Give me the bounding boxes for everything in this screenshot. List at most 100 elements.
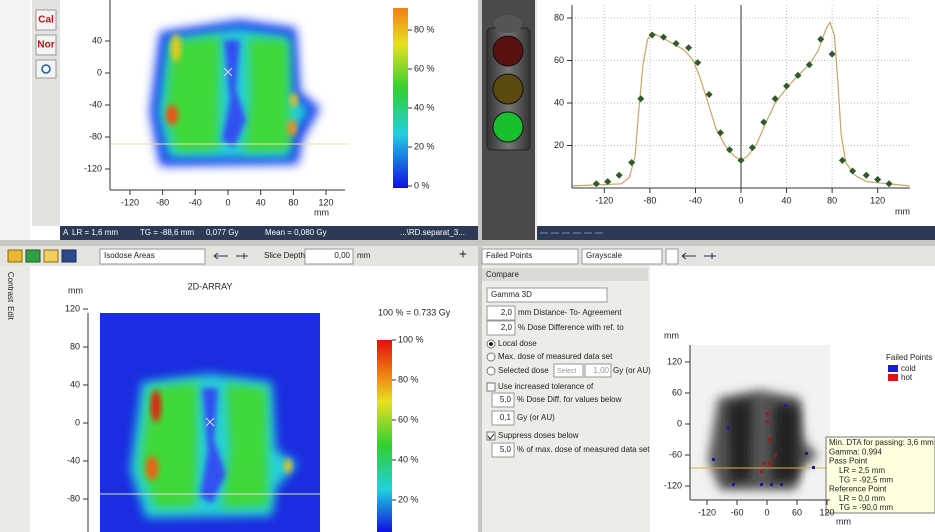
x-tick-label: 80 <box>827 195 837 205</box>
suppress-value: 5,0 <box>500 445 512 454</box>
x-tick-label: 120 <box>870 195 885 205</box>
colorbar-label: 40 % <box>398 454 419 464</box>
dose-option[interactable]: Max. dose of measured data set <box>498 352 613 361</box>
play-button[interactable] <box>26 250 40 262</box>
status-text: ...\RD.separat_3... <box>400 228 465 237</box>
light-red <box>493 36 523 66</box>
status-text: 0,077 Gy <box>206 228 238 237</box>
colorbar <box>393 8 408 188</box>
colorbar-label: 40 % <box>414 102 435 112</box>
nor-label: Nor <box>37 40 54 51</box>
x-tick-label: 0 <box>738 195 743 205</box>
y-tick-label: -120 <box>84 163 102 173</box>
tooltip-line: LR = 2,5 mm <box>839 466 885 475</box>
palette-button[interactable] <box>666 249 678 264</box>
x-tick-label: 0 <box>225 197 230 207</box>
dose-option[interactable]: Selected dose <box>498 366 549 375</box>
divider <box>478 0 482 532</box>
legend-title: Failed Points <box>886 353 932 362</box>
x-tick-label: 80 <box>288 197 298 207</box>
left-strip <box>0 0 30 240</box>
side-tab[interactable]: Edit <box>6 306 15 321</box>
legend-label: hot <box>901 373 913 382</box>
gamma-map <box>690 345 830 500</box>
tooltip-line: Gamma: 0,994 <box>829 447 882 456</box>
y-tick-label: 40 <box>554 97 564 107</box>
slice-unit: mm <box>357 251 371 260</box>
y-unit: mm <box>68 285 83 295</box>
dose-option[interactable]: Local dose <box>498 339 537 348</box>
x-tick-label: -40 <box>189 197 202 207</box>
y-tick-label: 40 <box>92 35 102 45</box>
status-text: Mean = 0,080 Gy <box>265 228 327 237</box>
radio-dot <box>489 342 493 346</box>
traffic-light-hood <box>494 15 522 33</box>
tooltip-line: TG = -90,0 mm <box>839 503 893 512</box>
suppress-label: % of max. dose of measured data set <box>517 445 650 454</box>
y-tick-label: 80 <box>554 12 564 22</box>
x-tick-label: -120 <box>121 197 139 207</box>
y-tick-label: 0 <box>97 67 102 77</box>
y-tick-label: 20 <box>554 140 564 150</box>
open-button[interactable] <box>8 250 22 262</box>
save-button[interactable] <box>62 250 76 262</box>
view-value: Failed Points <box>486 251 532 260</box>
palette-value: Grayscale <box>586 251 623 260</box>
x-tick-label: 40 <box>782 195 792 205</box>
dd-value: 2,0 <box>501 323 513 332</box>
suppress-check[interactable]: Suppress doses below <box>498 431 579 440</box>
y-tick-label: 40 <box>70 379 80 389</box>
app-window: CalNor400-40-80-120-120-80-4004080120mm8… <box>0 0 935 532</box>
colorbar-label: 100 % <box>398 334 424 344</box>
colorbar-label: 20 % <box>414 141 435 151</box>
x-tick-label: 120 <box>819 507 834 517</box>
normalization: 100 % = 0.733 Gy <box>378 307 451 317</box>
x-tick-label: -60 <box>730 507 743 517</box>
cal-label: Cal <box>38 15 54 26</box>
x-tick-label: -120 <box>698 507 716 517</box>
status-text: LR = 1,6 mm <box>72 228 118 237</box>
slice-value: 0,00 <box>334 251 350 260</box>
y-tick-label: -40 <box>89 99 102 109</box>
panel-top-right <box>537 0 935 226</box>
tol-gy-value: 0,1 <box>500 413 512 422</box>
method-value: Gamma 3D <box>491 290 532 299</box>
colorbar-label: 60 % <box>398 414 419 424</box>
selected-unit: Gy (or AU) <box>613 366 651 375</box>
status-text: TG = -88,6 mm <box>140 228 194 237</box>
x-tick-label: 60 <box>792 507 802 517</box>
dose-map-bottom <box>100 313 320 532</box>
select-button[interactable]: Select <box>557 368 577 375</box>
dd-label: % Dose Difference with ref. to <box>518 323 624 332</box>
tol-dd-value: 5,0 <box>500 395 512 404</box>
y-tick-label: -40 <box>67 455 80 465</box>
x-tick-label: 120 <box>319 197 334 207</box>
side-tab[interactable]: Contrast <box>6 272 15 303</box>
tool-strip <box>32 0 60 226</box>
x-tick-label: 40 <box>256 197 266 207</box>
x-tick-label: -80 <box>156 197 169 207</box>
tolerance-check[interactable]: Use increased tolerance of <box>498 382 594 391</box>
map-title: 2D-ARRAY <box>188 281 233 291</box>
colorbar-label: 80 % <box>414 24 435 34</box>
y-tick-label: -80 <box>67 493 80 503</box>
add-button[interactable]: + <box>459 246 467 262</box>
folder-button[interactable] <box>44 250 58 262</box>
light-amber <box>493 74 523 104</box>
y-tick-label: -60 <box>669 449 682 459</box>
x-unit: mm <box>836 516 851 526</box>
y-tick-label: 120 <box>65 303 80 313</box>
y-tick-label: 0 <box>75 417 80 427</box>
x-tick-label: 0 <box>764 507 769 517</box>
status-text: A <box>63 228 69 237</box>
y-tick-label: 0 <box>677 418 682 428</box>
dta-label: mm Distance- To- Agreement <box>518 308 622 317</box>
light-green <box>493 112 523 142</box>
tooltip-line: LR = 0,0 mm <box>839 494 885 503</box>
tol-dd-label: % Dose Diff. for values below <box>517 395 622 404</box>
y-tick-label: 80 <box>70 341 80 351</box>
compare-header: Compare <box>486 270 519 279</box>
refresh-button[interactable] <box>36 60 56 78</box>
mode-value: Isodose Areas <box>104 251 155 260</box>
tooltip-line: Reference Point <box>829 485 887 494</box>
